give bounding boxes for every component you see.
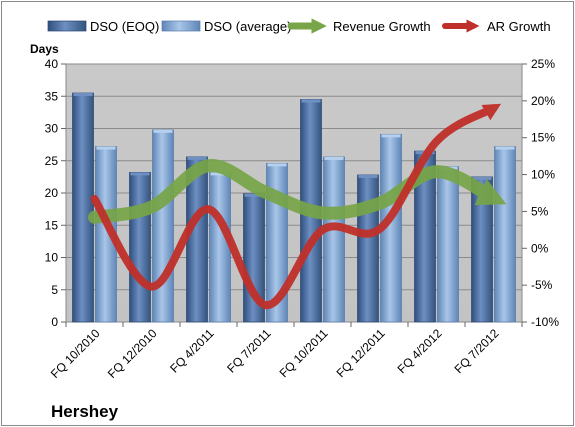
y2-axis-ticks: -10% -5% 0% 5% 10% 15% 20% 25% (522, 57, 559, 329)
y2-tick-label: 0% (531, 241, 549, 255)
bar-top-dso-average (96, 146, 116, 150)
y-tick-label: 25 (45, 154, 59, 168)
bar-dso-average (323, 156, 345, 323)
legend: DSO (EOQ) DSO (average) Revenue Growth AR G… (47, 18, 551, 34)
y-tick-label: 40 (45, 57, 59, 71)
legend-swatch-dso-average (161, 20, 201, 32)
x-axis-ticks: FQ 10/2010 FQ 12/2010 FQ 4/2011 FQ 7/2011 FQ… (48, 322, 523, 381)
x-tick-label: FQ 7/2012 (452, 326, 502, 376)
lines (88, 103, 507, 310)
y2-tick-label: 10% (531, 168, 555, 182)
y2-tick-label: 5% (531, 204, 549, 218)
bar-top-dso-average (381, 134, 401, 138)
line-ar-growth (90, 103, 502, 310)
bar-dso-eoq (129, 172, 151, 323)
bar-top-dso-eoq (73, 93, 93, 97)
x-tick-label: FQ 4/2012 (395, 326, 445, 376)
bar-top-dso-eoq (187, 156, 207, 160)
bar-top-dso-average (210, 172, 230, 176)
y2-tick-label: 15% (531, 131, 555, 145)
bar-dso-average (494, 146, 516, 323)
legend-label-dso-average: DSO (average) (204, 19, 291, 34)
bar-top-dso-average (267, 163, 287, 167)
bar-top-dso-average (324, 156, 344, 160)
x-tick-label: FQ 10/2011 (277, 326, 331, 380)
x-tick-label: FQ 10/2010 (48, 326, 103, 381)
bar-top-dso-average (495, 146, 515, 150)
bar-dso-average (209, 172, 231, 323)
y-tick-label: 5 (51, 283, 58, 297)
bar-top-dso-eoq (130, 172, 150, 176)
y-tick-label: 20 (45, 186, 59, 200)
x-tick-label: FQ 4/2011 (167, 326, 217, 376)
bar-dso-eoq (357, 174, 379, 323)
y2-tick-label: 25% (531, 57, 555, 71)
y2-tick-label: -10% (531, 315, 559, 329)
y2-tick-label: -5% (531, 278, 553, 292)
x-tick-label: FQ 12/2010 (105, 326, 160, 381)
bar-dso-average (437, 166, 459, 323)
legend-label-revenue-growth: Revenue Growth (333, 19, 431, 34)
y-tick-label: 30 (45, 122, 59, 136)
y-tick-label: 0 (51, 315, 58, 329)
bar-top-dso-eoq (301, 99, 321, 103)
bar-top-dso-eoq (358, 174, 378, 178)
y2-tick-label: 20% (531, 94, 555, 108)
y-axis-title: Days (30, 42, 59, 56)
bar-dso-eoq (72, 92, 94, 323)
y-axis-ticks: 0 5 10 15 20 25 30 35 40 (45, 57, 66, 329)
line-revenue-growth (88, 159, 507, 224)
y-tick-label: 35 (45, 89, 59, 103)
x-tick-label: FQ 7/2011 (224, 326, 274, 376)
y-tick-label: 15 (45, 218, 59, 232)
legend-swatch-dso-eoq (47, 20, 87, 32)
chart-title: Hershey (51, 402, 119, 421)
y-tick-label: 10 (45, 251, 59, 265)
legend-label-dso-eoq: DSO (EOQ) (90, 19, 159, 34)
bar-top-dso-eoq (244, 193, 264, 197)
bar-dso-average (152, 129, 174, 323)
x-tick-label: FQ 12/2011 (334, 326, 388, 380)
legend-label-ar-growth: AR Growth (487, 19, 551, 34)
bar-top-dso-average (153, 129, 173, 133)
bar-top-dso-eoq (472, 176, 492, 180)
